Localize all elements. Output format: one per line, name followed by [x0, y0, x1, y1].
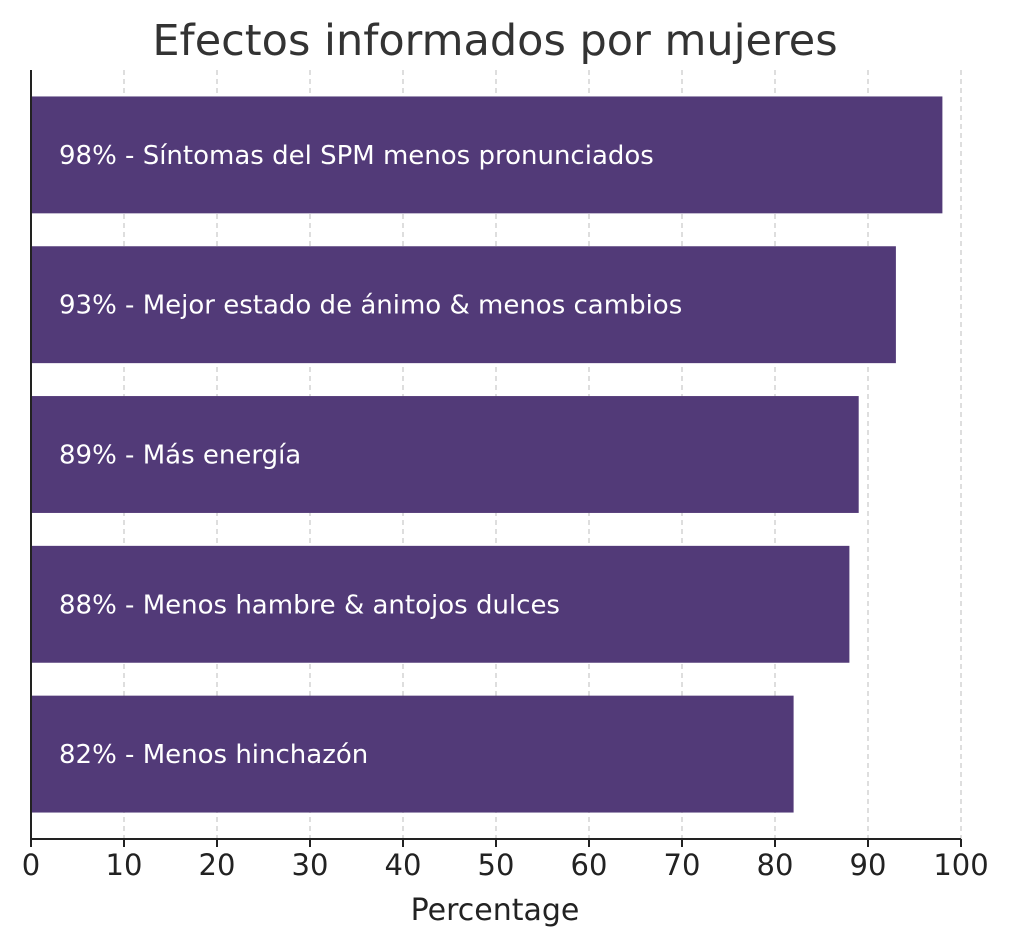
- x-axis-label: Percentage: [411, 893, 580, 928]
- x-tick-label: 30: [292, 848, 329, 882]
- bar: [31, 246, 896, 364]
- bar-label: 82% - Menos hinchazón: [59, 740, 368, 770]
- x-tick-label: 40: [385, 848, 422, 882]
- bar-labels: 98% - Síntomas del SPM menos pronunciado…: [59, 141, 682, 770]
- x-tick-label: 90: [850, 848, 887, 882]
- x-tick-label: 20: [199, 848, 236, 882]
- bar: [31, 695, 794, 813]
- x-tick-label: 0: [22, 848, 40, 882]
- chart-title: Efectos informados por mujeres: [152, 16, 837, 66]
- x-tick-label: 60: [571, 848, 608, 882]
- x-axis-ticks: 0 10 20 30 40 50 60 70 80 90 100: [22, 839, 989, 882]
- bar-label: 93% - Mejor estado de ánimo & menos camb…: [59, 291, 682, 321]
- x-tick-label: 50: [478, 848, 515, 882]
- bars: [31, 96, 943, 813]
- bar: [31, 545, 850, 663]
- bar: [31, 96, 943, 214]
- bar-label: 98% - Síntomas del SPM menos pronunciado…: [59, 141, 654, 171]
- bar: [31, 396, 859, 513]
- bar-label: 89% - Más energía: [59, 441, 301, 471]
- bar-label: 88% - Menos hambre & antojos dulces: [59, 590, 560, 620]
- x-tick-label: 10: [106, 848, 143, 882]
- x-tick-label: 80: [757, 848, 794, 882]
- x-tick-label: 70: [664, 848, 701, 882]
- x-tick-label: 100: [933, 848, 988, 882]
